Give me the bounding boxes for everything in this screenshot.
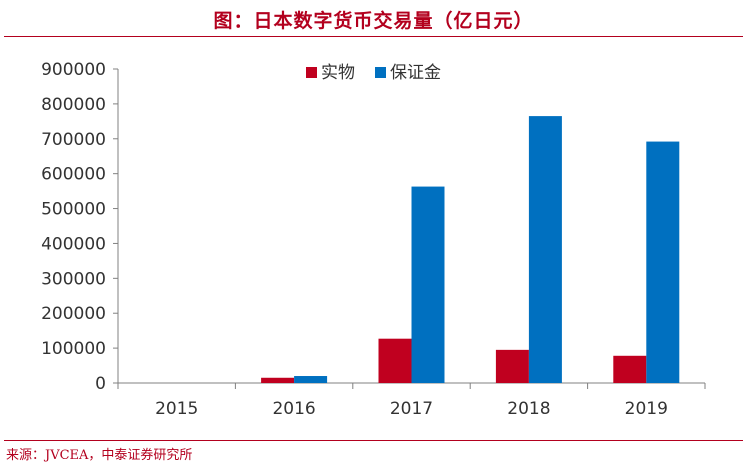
- x-tick-label: 2017: [390, 399, 433, 419]
- bar-physical: [613, 355, 647, 383]
- bar-chart: 0 100000 200000 300000 400000 500000 600000 700…: [41, 60, 706, 419]
- x-tick-label: 2018: [507, 399, 550, 419]
- title-divider: [4, 36, 743, 37]
- bar-margin: [294, 376, 328, 383]
- y-tick-label: 800000: [41, 95, 106, 115]
- x-tick-label: 2019: [625, 399, 668, 419]
- y-tick-label: 600000: [41, 165, 106, 185]
- source-divider: [4, 440, 743, 441]
- bar-physical: [495, 349, 529, 383]
- bar-physical: [261, 377, 295, 383]
- bar-margin: [528, 116, 562, 383]
- bar-margin: [646, 141, 680, 383]
- y-tick-label: 0: [95, 374, 106, 394]
- y-tick-label: 700000: [41, 130, 106, 150]
- source-note: 来源：JVCEA，中泰证券研究所: [6, 448, 193, 463]
- y-tick-label: 300000: [41, 269, 106, 289]
- legend-label: 保证金: [390, 63, 441, 83]
- legend-swatch: [375, 67, 386, 78]
- y-tick-label: 500000: [41, 200, 106, 220]
- y-tick-label: 200000: [41, 304, 106, 324]
- bar-margin: [411, 186, 445, 383]
- title-bar: 图：日本数字货币交易量（亿日元）: [0, 0, 747, 37]
- y-tick-label: 400000: [41, 234, 106, 254]
- bar-physical: [378, 338, 412, 383]
- x-tick-label: 2016: [272, 399, 315, 419]
- chart-title: 图：日本数字货币交易量（亿日元）: [213, 10, 534, 32]
- y-tick-label: 100000: [41, 339, 106, 359]
- legend-label: 实物: [321, 63, 355, 83]
- x-tick-label: 2015: [155, 399, 198, 419]
- legend-swatch: [306, 67, 317, 78]
- y-tick-label: 900000: [41, 60, 106, 80]
